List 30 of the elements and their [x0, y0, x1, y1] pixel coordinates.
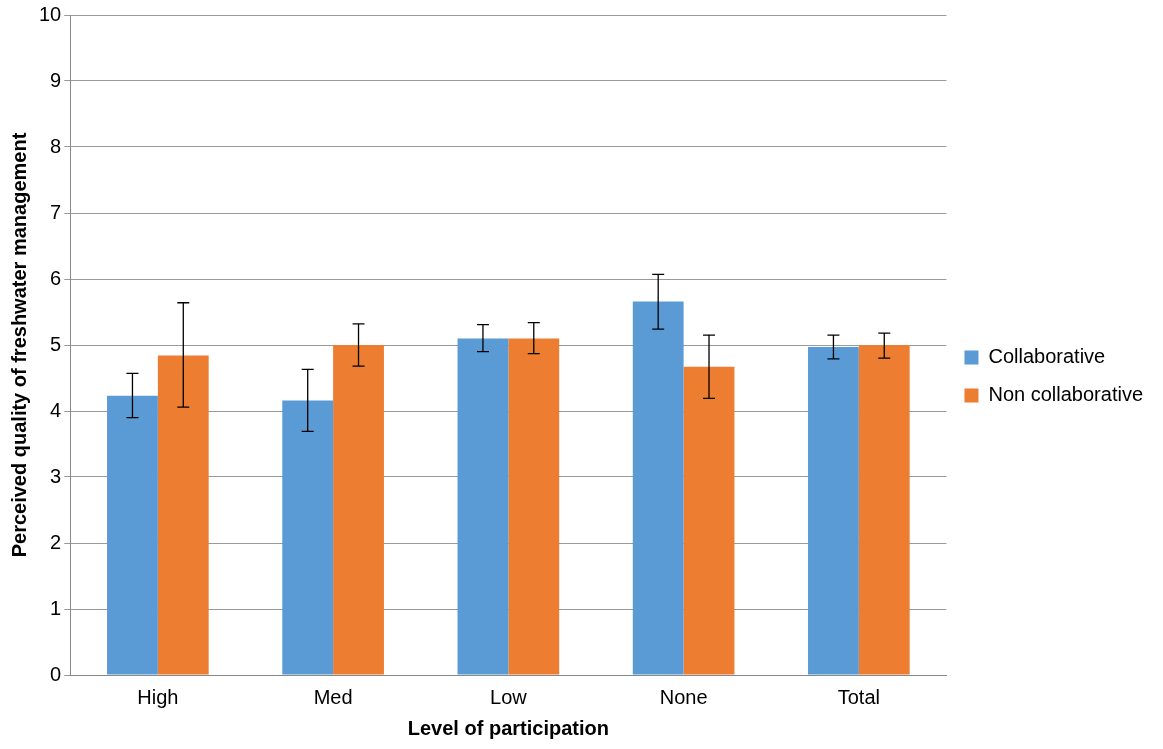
x-tick-label: Med [313, 685, 353, 708]
bar [282, 400, 334, 675]
x-axis-title: Level of participation [407, 716, 609, 739]
bar [333, 345, 384, 675]
bar [808, 346, 859, 675]
x-tick-label: None [659, 685, 708, 708]
legend-label: Collaborative [988, 345, 1106, 368]
y-tick-label: 10 [39, 2, 62, 25]
bar [457, 338, 509, 675]
bar [508, 338, 560, 675]
y-tick-label: 0 [50, 662, 62, 685]
y-tick-label: 1 [50, 596, 62, 619]
x-tick-label: High [137, 685, 179, 708]
y-tick-label: 6 [50, 266, 62, 289]
y-tick-label: 2 [50, 530, 62, 553]
y-tick-label: 5 [50, 332, 62, 355]
y-tick-label: 4 [50, 398, 62, 421]
bar [858, 345, 910, 675]
y-tick-label: 8 [50, 134, 62, 157]
bar [107, 395, 158, 675]
legend-label: Non collaborative [988, 383, 1143, 406]
bar [632, 301, 684, 675]
y-tick-label: 3 [50, 464, 62, 487]
x-tick-label: Low [490, 685, 528, 708]
y-tick-label: 7 [50, 200, 62, 223]
bar [157, 355, 209, 675]
bar [683, 366, 735, 675]
y-tick-label: 9 [50, 68, 62, 91]
x-tick-label: Total [837, 685, 880, 708]
y-axis-title: Perceived quality of freshwater management [7, 132, 30, 558]
